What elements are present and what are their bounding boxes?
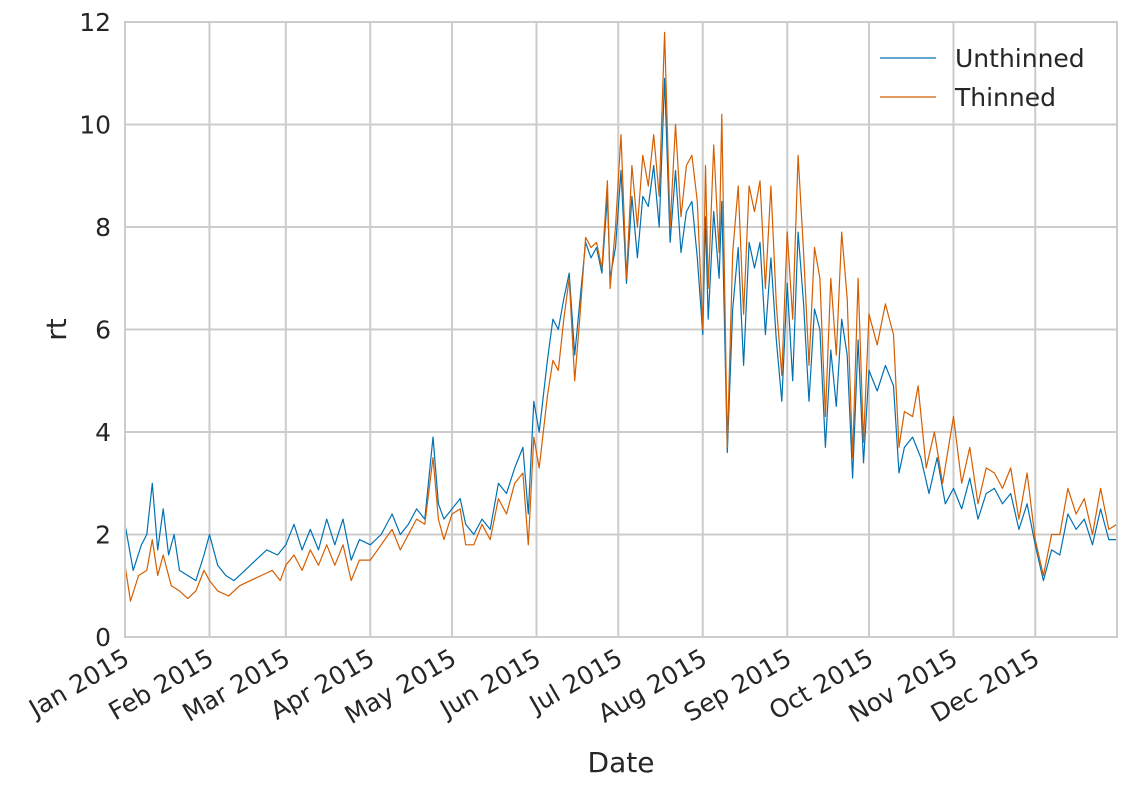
y-tick-label: 2	[95, 521, 111, 550]
y-tick-label: 12	[79, 8, 111, 37]
plot-frame	[124, 21, 1118, 638]
y-tick-labels: 0 2 4 6 8 10 12	[79, 8, 111, 652]
y-tick-label: 6	[95, 316, 111, 345]
series-lines	[124, 31, 1118, 602]
y-axis-label: rt	[40, 318, 73, 341]
y-tick-label: 4	[95, 418, 111, 447]
legend-label-thinned: Thinned	[954, 83, 1056, 112]
legend: Unthinned Thinned	[880, 44, 1085, 112]
series-line-unthinned	[124, 77, 1117, 582]
y-tick-label: 8	[95, 213, 111, 242]
legend-label-unthinned: Unthinned	[955, 44, 1085, 73]
grid-lines	[124, 21, 1117, 638]
x-axis-label: Date	[588, 746, 655, 779]
series-line-thinned	[124, 31, 1118, 602]
y-tick-label: 0	[95, 623, 111, 652]
y-tick-label: 10	[79, 111, 111, 140]
